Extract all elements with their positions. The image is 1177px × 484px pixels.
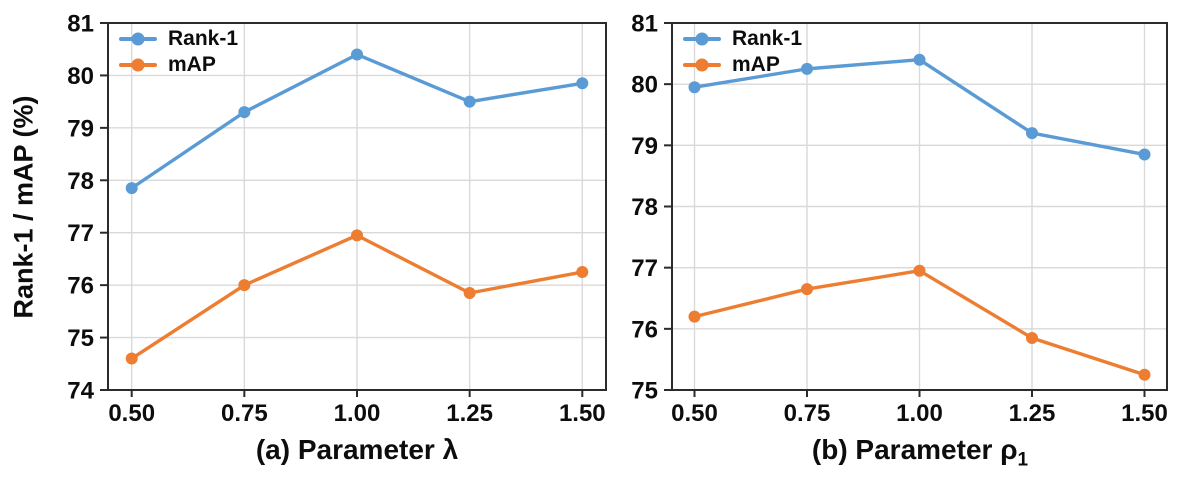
legend-item-rank1: Rank-1 (119, 27, 238, 50)
data-point-rank-1 (1138, 148, 1151, 161)
y-tick-label: 80 (631, 72, 658, 99)
legend-chart-b: Rank-1 mAP (683, 27, 802, 76)
rank1-line-marker-icon (683, 32, 721, 45)
x-tick-label: 1.50 (559, 400, 606, 427)
x-tick-label: 1.50 (1121, 400, 1168, 427)
y-tick-label: 81 (631, 11, 658, 38)
map-line-marker-icon (119, 58, 157, 71)
x-tick-label: 1.25 (446, 400, 493, 427)
data-point-map (1138, 368, 1151, 381)
map-line-marker-icon (683, 58, 721, 71)
data-point-map (801, 283, 813, 296)
data-point-map (238, 279, 251, 292)
x-tick-label: 0.75 (221, 400, 268, 427)
x-tick-label: 1.25 (1009, 400, 1056, 427)
y-tick-label: 79 (67, 115, 94, 142)
data-point-rank-1 (688, 81, 701, 94)
y-tick-label: 78 (631, 194, 658, 221)
y-tick-label: 76 (67, 273, 94, 300)
data-point-map (463, 287, 476, 300)
caption-chart-b: (b) Parameter ρ1 (812, 434, 1028, 472)
y-tick-label: 79 (631, 133, 658, 160)
data-point-map (125, 352, 138, 365)
y-tick-label: 77 (631, 255, 658, 282)
data-point-map (688, 310, 701, 323)
data-point-map (913, 264, 926, 277)
line-charts-svg: 74 75 76 77 78 79 80 81 0.50 0.75 1.00 1.25 1.50 75 76… (67, 11, 1168, 427)
data-point-rank-1 (1026, 127, 1038, 140)
legend-chart-a: Rank-1 mAP (119, 27, 238, 76)
legend-item-map: mAP (119, 53, 238, 76)
y-tick-label: 74 (67, 378, 94, 405)
legend-label-map: mAP (732, 53, 780, 76)
caption-a-text: (a) Parameter λ (255, 434, 459, 465)
y-tick-label: 81 (67, 11, 94, 38)
x-tick-label: 1.00 (896, 400, 943, 427)
y-tick-label: 78 (67, 168, 94, 195)
caption-b-subscript: 1 (1017, 449, 1029, 471)
legend-label-map: mAP (168, 53, 216, 76)
x-tick-label: 0.75 (784, 400, 831, 427)
data-point-rank-1 (913, 53, 926, 66)
data-point-rank-1 (463, 95, 476, 108)
legend-label-rank1: Rank-1 (168, 27, 239, 50)
caption-b-text: (b) Parameter ρ (811, 434, 1018, 465)
y-axis-title: Rank-1 / mAP (%) (8, 95, 39, 319)
caption-chart-a: (a) Parameter λ (256, 434, 458, 472)
data-point-map (1026, 332, 1038, 345)
data-point-map (351, 229, 363, 242)
data-point-rank-1 (125, 182, 138, 195)
x-tick-label: 0.50 (671, 400, 718, 427)
legend-label-rank1: Rank-1 (732, 27, 803, 50)
y-tick-label: 77 (67, 220, 94, 247)
x-tick-label: 0.50 (108, 400, 155, 427)
x-tick-label: 1.00 (334, 400, 381, 427)
y-tick-label: 75 (67, 325, 94, 352)
y-tick-label: 76 (631, 316, 658, 343)
y-tick-label: 75 (631, 378, 658, 405)
data-point-rank-1 (351, 48, 363, 61)
data-point-rank-1 (801, 62, 813, 75)
legend-item-rank1: Rank-1 (683, 27, 802, 50)
data-point-rank-1 (576, 77, 589, 90)
data-point-map (576, 266, 589, 279)
legend-item-map: mAP (683, 53, 802, 76)
data-point-rank-1 (238, 106, 251, 119)
y-tick-label: 80 (67, 63, 94, 90)
rank1-line-marker-icon (119, 32, 157, 45)
